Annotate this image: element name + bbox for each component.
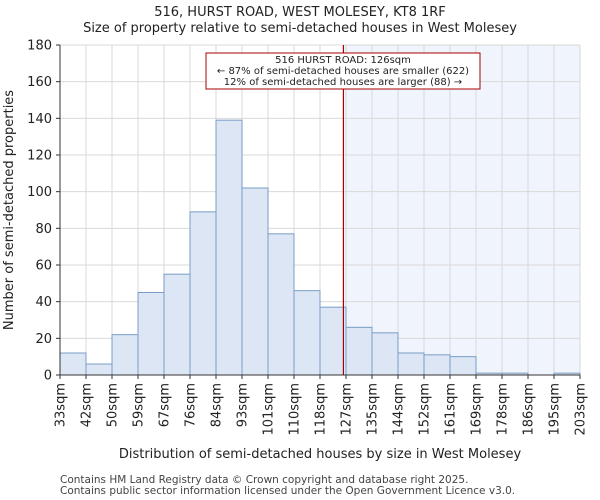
x-tick-label-16: 169sqm	[470, 383, 485, 436]
annotation-line-3: 12% of semi-detached houses are larger (…	[224, 77, 462, 88]
x-axis-label: Distribution of semi-detached houses by …	[119, 447, 522, 462]
x-tick-label-9: 110sqm	[288, 383, 303, 436]
bar-0	[59, 352, 87, 376]
bar-3	[137, 292, 165, 376]
x-tick-label-20: 203sqm	[574, 383, 589, 436]
bar-13	[397, 352, 425, 376]
chart-subtitle: Size of property relative to semi-detach…	[83, 21, 517, 36]
x-tick-label-14: 152sqm	[418, 383, 433, 436]
bar-7	[241, 187, 269, 376]
highlight-region	[343, 45, 580, 375]
y-tick-label-0: 0	[44, 369, 52, 384]
x-tick-label-0: 33sqm	[54, 383, 69, 427]
annotation-box: 516 HURST ROAD: 126sqm ← 87% of semi-det…	[205, 52, 481, 90]
y-axis-label: Number of semi-detached properties	[2, 90, 17, 330]
x-tick-label-3: 59sqm	[132, 383, 147, 427]
bar-15	[449, 356, 477, 376]
x-tick-label-5: 76sqm	[184, 383, 199, 427]
bar-14	[423, 354, 451, 376]
y-tick-label-8: 160	[27, 75, 52, 90]
bar-5	[189, 211, 217, 376]
x-tick-label-10: 118sqm	[314, 383, 329, 436]
y-tick-label-7: 140	[27, 112, 52, 127]
x-tick-label-15: 161sqm	[444, 383, 459, 436]
annotation-line-2: ← 87% of semi-detached houses are smalle…	[217, 66, 469, 77]
annotation-line-1: 516 HURST ROAD: 126sqm	[275, 55, 411, 66]
bar-2	[111, 334, 139, 376]
x-tick-label-11: 127sqm	[340, 383, 355, 436]
x-tick-label-6: 84sqm	[210, 383, 225, 427]
y-tick-label-2: 40	[35, 295, 52, 310]
y-tick-label-9: 180	[27, 39, 52, 54]
bar-10	[319, 306, 347, 376]
bar-1	[85, 363, 113, 376]
x-tick-label-4: 67sqm	[158, 383, 173, 427]
bar-6	[215, 119, 243, 376]
bar-12	[371, 332, 399, 376]
y-tick-label-6: 120	[27, 149, 52, 164]
x-tick-label-13: 144sqm	[392, 383, 407, 436]
x-tick-label-18: 186sqm	[522, 383, 537, 436]
x-tick-label-1: 42sqm	[80, 383, 95, 427]
annotation-border	[205, 52, 481, 90]
x-tick-label-8: 101sqm	[262, 383, 277, 436]
x-tick-label-12: 135sqm	[366, 383, 381, 436]
x-tick-label-7: 93sqm	[236, 383, 251, 427]
y-tick-label-3: 60	[35, 259, 52, 274]
y-tick-label-1: 20	[35, 332, 52, 347]
bar-9	[293, 290, 321, 376]
y-tick-label-5: 100	[27, 185, 52, 200]
x-tick-label-17: 178sqm	[496, 383, 511, 436]
bar-8	[267, 233, 295, 376]
chart-title: 516, HURST ROAD, WEST MOLESEY, KT8 1RF	[154, 5, 446, 20]
x-tick-label-19: 195sqm	[548, 383, 563, 436]
footer-line-2: Contains public sector information licen…	[60, 485, 515, 497]
footer-line-1: Contains HM Land Registry data © Crown c…	[60, 474, 468, 486]
x-tick-label-2: 50sqm	[106, 383, 121, 427]
y-tick-label-4: 80	[35, 222, 52, 237]
bar-11	[345, 326, 373, 376]
bar-4	[163, 273, 191, 376]
